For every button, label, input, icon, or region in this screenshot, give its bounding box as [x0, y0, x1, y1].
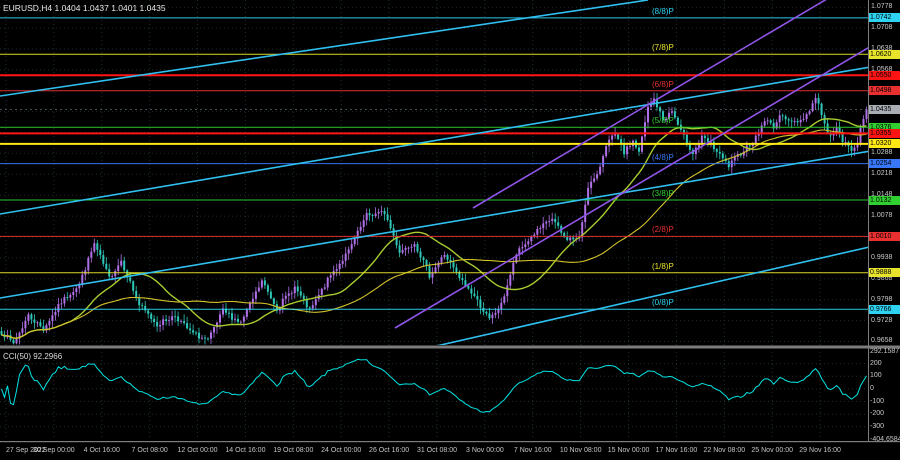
chart-ohlc-title: EURUSD,H4 1.0404 1.0437 1.0401 1.0435 — [3, 3, 166, 13]
axis-separator — [868, 0, 869, 442]
candles[interactable] — [0, 92, 868, 345]
indicator-label: CCI(50) 92.2966 — [3, 352, 63, 361]
murrey-and-level-lines[interactable] — [0, 17, 868, 310]
grid — [0, 0, 868, 440]
time-axis-divider — [0, 441, 900, 443]
trend-channel-lines[interactable] — [0, 0, 900, 347]
cci-line — [1, 358, 867, 413]
separators[interactable] — [0, 0, 900, 443]
window-divider — [0, 345, 900, 349]
